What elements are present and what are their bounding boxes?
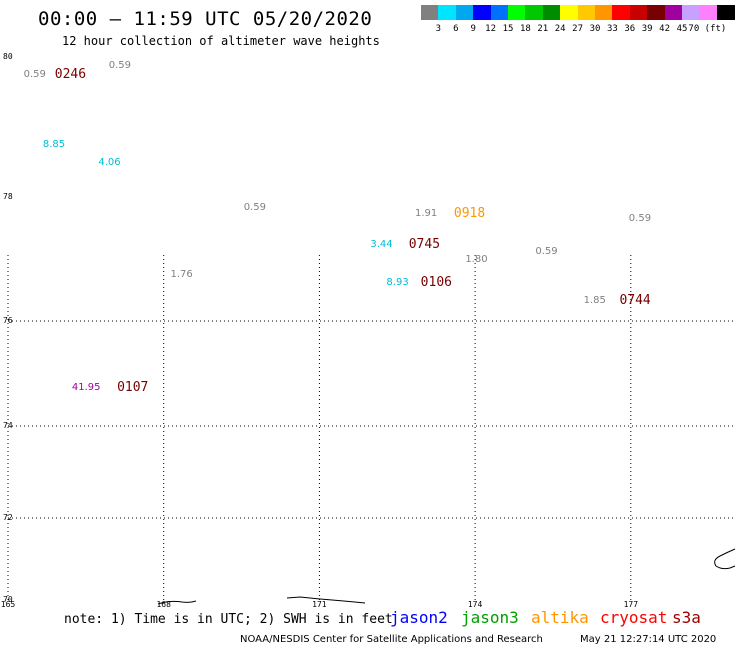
wave-height-value: 41.95 (71, 382, 101, 394)
pass-time-label: 0106 (420, 274, 452, 290)
wave-height-value: 8.85 (42, 139, 66, 151)
scale-swatch (508, 5, 526, 20)
scale-swatch (595, 5, 613, 20)
pass-time-label: 0918 (453, 206, 486, 222)
wave-height-value: 1.80 (465, 253, 488, 265)
note-text: note: 1) Time is in UTC; 2) SWH is in fe… (64, 612, 393, 627)
scale-label: 12 (485, 24, 497, 34)
scale-swatch (647, 5, 666, 20)
legend-s3a: s3a (672, 608, 701, 627)
latitude-label: 78 (3, 192, 13, 201)
latitude-label: 74 (3, 421, 13, 430)
scale-swatch (577, 5, 596, 20)
scale-swatch (421, 5, 439, 20)
pass-time-label: 0745 (408, 236, 441, 252)
latitude-label: 76 (3, 316, 13, 325)
scale-swatch (612, 5, 631, 20)
scale-label: 3 (435, 24, 442, 34)
scale-swatch (525, 5, 544, 20)
longitude-label: 177 (623, 600, 639, 609)
latitude-label: 70 (3, 595, 13, 604)
coastline-fragment (286, 596, 366, 604)
scale-label: 18 (519, 24, 531, 34)
scale-label: 27 (572, 24, 584, 34)
footer-timestamp: May 21 12:27:14 UTC 2020 (580, 634, 717, 645)
longitude-label: 174 (467, 600, 483, 609)
longitude-label: 168 (156, 600, 171, 609)
scale-label: 15 (502, 24, 514, 34)
scale-swatch (473, 5, 492, 20)
page-title: 00:00 – 11:59 UTC 05/20/2020 (38, 8, 373, 30)
wave-height-value: 8.93 (386, 276, 409, 288)
scale-label: 21 (537, 24, 549, 34)
scale-swatch (682, 5, 700, 20)
footer-credit: NOAA/NESDIS Center for Satellite Applica… (240, 634, 543, 645)
legend-jason2: jason2 (390, 608, 448, 627)
longitude-label: 165 (0, 600, 16, 609)
coastline-fragment (714, 548, 736, 570)
pass-time-label: 0107 (117, 380, 149, 396)
scale-swatch (490, 5, 509, 20)
pass-time-label: 0246 (54, 67, 87, 83)
legend-cryosat: cryosat (600, 608, 668, 627)
scale-label: 42 (659, 24, 671, 34)
scale-label: 33 (606, 24, 618, 34)
pass-time-label: 0744 (619, 292, 651, 308)
scale-label: 6 (453, 24, 459, 34)
longitude-label: 171 (312, 600, 327, 609)
wave-height-value: 1.91 (414, 208, 438, 220)
wave-height-value: 0.59 (23, 69, 46, 81)
wave-height-value: 1.85 (583, 294, 606, 306)
scale-label: 36 (624, 24, 636, 34)
wave-height-value: 0.59 (108, 60, 132, 72)
scale-swatch (716, 5, 735, 20)
scale-swatch (629, 5, 648, 20)
scale-label: 24 (554, 24, 566, 34)
scale-label: 70 (ft) (688, 24, 727, 34)
legend-jason3: jason3 (461, 608, 519, 627)
scale-label: 9 (470, 24, 476, 34)
scale-swatch (438, 5, 457, 20)
scale-label: 45 (676, 24, 688, 34)
scale-swatch (699, 5, 718, 20)
wave-height-value: 0.59 (628, 212, 652, 224)
legend-altika: altika (531, 608, 589, 627)
wave-height-value: 0.59 (243, 201, 266, 213)
page-subtitle: 12 hour collection of altimeter wave hei… (62, 34, 380, 48)
scale-swatch (664, 5, 683, 20)
scale-swatch (542, 5, 561, 20)
scale-swatch (455, 5, 474, 20)
wave-height-value: 0.59 (535, 245, 558, 257)
scale-label: 30 (589, 24, 601, 34)
wave-height-value: 3.44 (370, 238, 393, 250)
wave-height-value: 1.76 (170, 269, 193, 281)
latitude-label: 80 (3, 52, 13, 61)
scale-swatch (560, 5, 579, 20)
latitude-label: 72 (3, 513, 13, 522)
coastline-fragment (157, 600, 197, 605)
scale-label: 39 (641, 24, 653, 34)
wave-height-value: 4.06 (98, 157, 121, 169)
